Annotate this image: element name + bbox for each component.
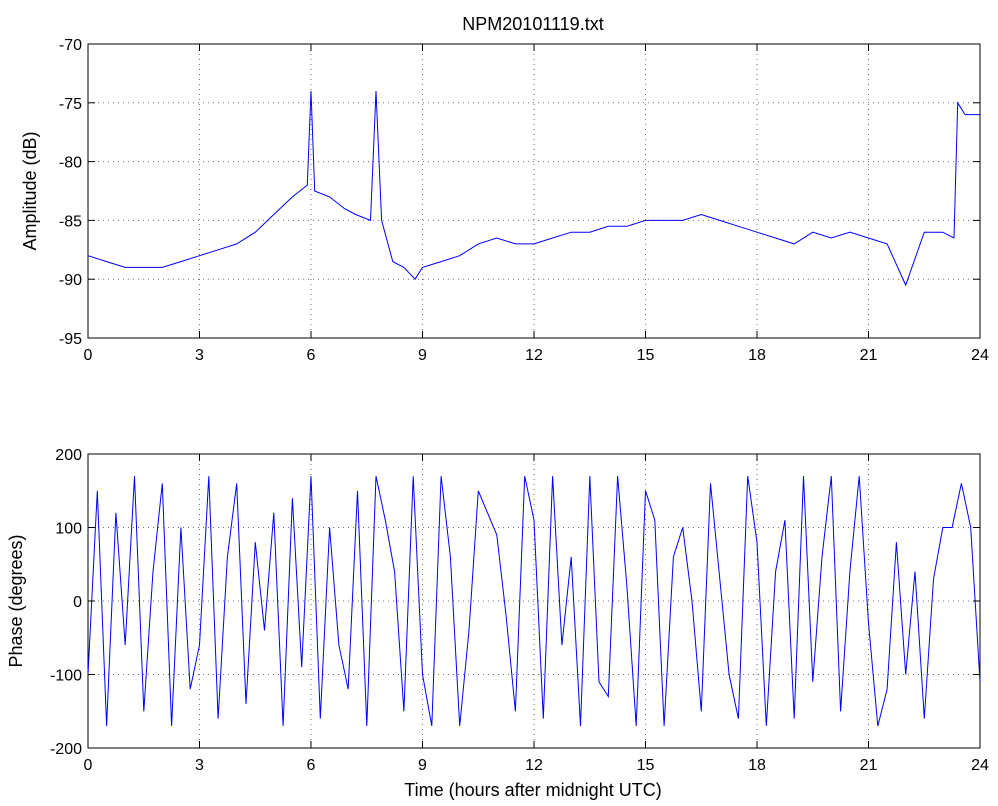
amplitude-panel: NPM20101119.txt 0 3 6 9 12 15 18 21 24 -95 -90 -85 -… [20, 14, 989, 364]
amplitude-x-tick-label: 12 [525, 347, 543, 364]
amplitude-y-tick-label: -90 [59, 272, 82, 289]
amplitude-series-line [87, 90, 980, 287]
amplitude-y-tick-label: -75 [59, 96, 82, 113]
amplitude-y-tick-label: -70 [59, 37, 82, 54]
phase-y-axis-label: Phase (degrees) [6, 534, 26, 667]
phase-x-tick-label: 0 [84, 757, 93, 774]
phase-y-tick-label: 200 [55, 447, 82, 464]
phase-series-line [87, 475, 981, 727]
phase-y-tick-label: -200 [50, 741, 82, 758]
phase-y-tick-label: 0 [73, 594, 82, 611]
amplitude-y-tick-label: -85 [59, 213, 82, 230]
amplitude-x-tick-label: 6 [307, 347, 316, 364]
amplitude-x-tick-label: 0 [84, 347, 93, 364]
amplitude-x-tick-label: 9 [418, 347, 427, 364]
phase-x-tick-label: 9 [418, 757, 427, 774]
amplitude-y-tick-label: -95 [59, 331, 82, 348]
phase-panel: 0 3 6 9 12 15 18 21 24 -200 -100 0 100 200 Phase (deg… [6, 447, 989, 800]
amplitude-y-tick-label: -80 [59, 155, 82, 172]
phase-y-tick-label: 100 [55, 521, 82, 538]
amplitude-series [87, 90, 980, 287]
amplitude-ticks: 0 3 6 9 12 15 18 21 24 -95 -90 -85 -80 -75 -70 [59, 37, 989, 364]
amplitude-grid [88, 44, 980, 338]
amplitude-x-tick-label: 24 [971, 347, 989, 364]
phase-y-tick-label: -100 [50, 668, 82, 685]
amplitude-plot-area [87, 43, 981, 339]
phase-x-axis-label: Time (hours after midnight UTC) [404, 780, 661, 800]
phase-series [87, 475, 981, 727]
amplitude-x-tick-label: 21 [860, 347, 878, 364]
phase-x-tick-label: 15 [637, 757, 655, 774]
phase-x-tick-label: 3 [195, 757, 204, 774]
phase-x-tick-label: 18 [748, 757, 766, 774]
amplitude-y-axis-label: Amplitude (dB) [20, 131, 40, 250]
amplitude-x-tick-label: 18 [748, 347, 766, 364]
amplitude-x-tick-label: 15 [637, 347, 655, 364]
phase-x-tick-label: 21 [860, 757, 878, 774]
phase-x-tick-label: 6 [307, 757, 316, 774]
phase-ticks: 0 3 6 9 12 15 18 21 24 -200 -100 0 100 200 [50, 447, 989, 774]
phase-x-tick-label: 24 [971, 757, 989, 774]
chart-title: NPM20101119.txt [462, 14, 603, 34]
phase-x-tick-label: 12 [525, 757, 543, 774]
amplitude-x-tick-label: 3 [195, 347, 204, 364]
